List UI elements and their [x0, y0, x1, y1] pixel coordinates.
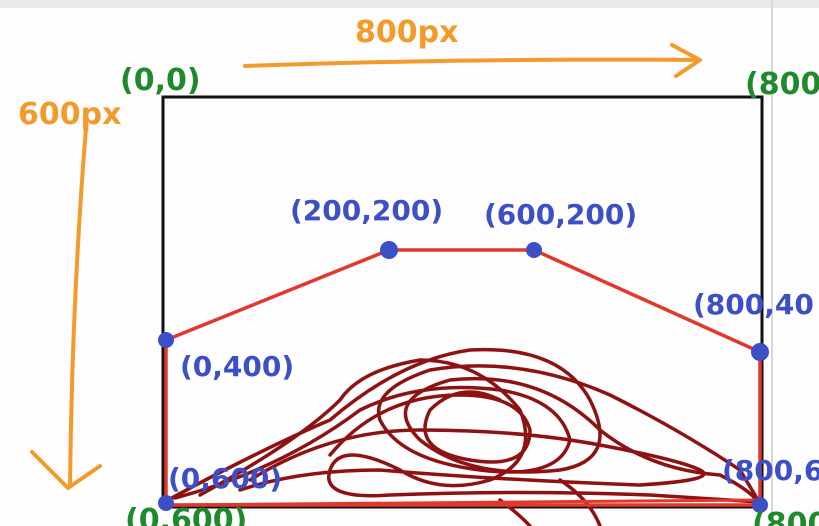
point-label: (0,400)	[180, 350, 294, 383]
point	[158, 332, 174, 348]
point	[752, 497, 768, 513]
point-label: (0,600)	[168, 462, 282, 495]
point-label: (600,200)	[484, 198, 637, 231]
point-label: (800,6	[722, 454, 819, 487]
height-arrowhead	[30, 450, 102, 490]
height-arrow	[68, 126, 88, 488]
corner-label: (800	[745, 67, 819, 102]
corner-label: (0,0)	[120, 63, 201, 98]
corner-label: (800	[752, 507, 819, 526]
point-label: (800,40	[693, 288, 814, 321]
width-arrowhead	[670, 43, 702, 78]
width-arrow	[243, 57, 700, 68]
corner-label: (0,600)	[125, 503, 247, 526]
top-strip	[0, 0, 819, 8]
width-label: 800px	[355, 15, 458, 50]
canvas-frame	[161, 95, 764, 509]
polygon-base	[165, 498, 761, 507]
height-label: 600px	[18, 97, 121, 132]
point	[380, 241, 398, 259]
point	[158, 495, 174, 511]
point-label: (200,200)	[290, 194, 443, 227]
point	[751, 343, 769, 361]
scribble	[166, 347, 762, 526]
point	[526, 242, 542, 258]
